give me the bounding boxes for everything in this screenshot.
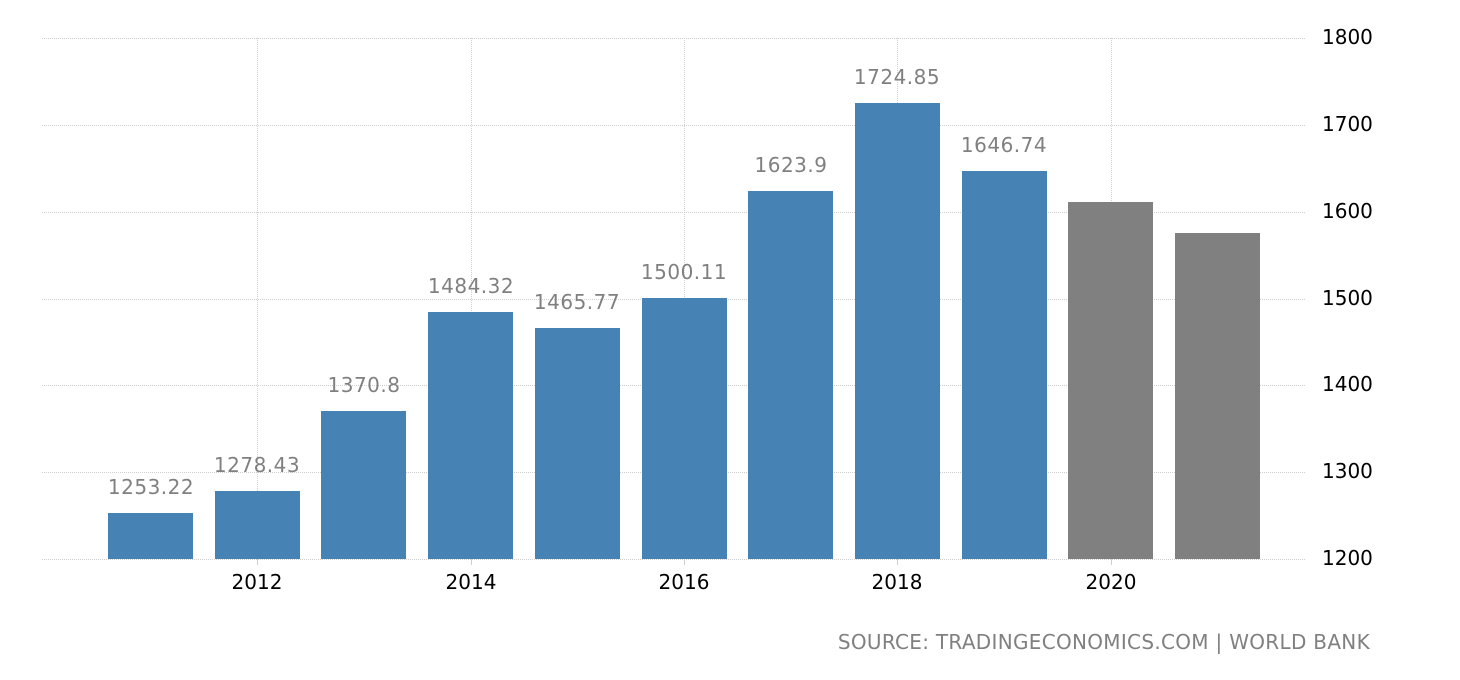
gridline-h (42, 559, 1305, 560)
bar-2011[interactable] (108, 513, 193, 559)
bar-2016[interactable] (642, 298, 727, 559)
bar-2018[interactable] (855, 103, 940, 559)
bar-2021[interactable] (1175, 233, 1260, 559)
x-tick-mark (257, 559, 258, 565)
data-label: 1500.11 (640, 260, 728, 284)
data-label: 1724.85 (853, 65, 941, 89)
gridline-h (42, 38, 1305, 39)
data-label: 1465.77 (533, 290, 621, 314)
x-tick-label: 2016 (658, 570, 710, 594)
gridline-h (42, 212, 1305, 213)
bar-2020[interactable] (1068, 202, 1153, 559)
y-tick-label: 1400 (1322, 372, 1373, 396)
x-tick-label: 2020 (1085, 570, 1137, 594)
x-tick-mark (897, 559, 898, 565)
x-tick-label: 2012 (231, 570, 283, 594)
data-label: 1278.43 (213, 453, 301, 477)
bar-2014[interactable] (428, 312, 513, 559)
x-tick-mark (1111, 559, 1112, 565)
data-label: 1370.8 (327, 373, 401, 397)
gridline-h (42, 125, 1305, 126)
source-note: SOURCE: TRADINGECONOMICS.COM | WORLD BAN… (837, 630, 1370, 654)
x-tick-mark (471, 559, 472, 565)
gridline-v (471, 38, 472, 559)
data-label: 1484.32 (427, 274, 515, 298)
y-tick-label: 1700 (1322, 112, 1373, 136)
y-tick-label: 1500 (1322, 286, 1373, 310)
bar-2015[interactable] (535, 328, 620, 559)
y-tick-label: 1800 (1322, 25, 1373, 49)
data-label: 1623.9 (754, 153, 828, 177)
x-tick-mark (684, 559, 685, 565)
bar-2017[interactable] (748, 191, 833, 559)
y-tick-label: 1200 (1322, 546, 1373, 570)
x-tick-label: 2018 (871, 570, 923, 594)
bar-2013[interactable] (321, 411, 406, 559)
bar-2019[interactable] (962, 171, 1047, 559)
data-label: 1253.22 (107, 475, 195, 499)
y-tick-label: 1600 (1322, 199, 1373, 223)
bar-2012[interactable] (215, 491, 300, 559)
y-tick-label: 1300 (1322, 459, 1373, 483)
x-tick-label: 2014 (445, 570, 497, 594)
data-label: 1646.74 (960, 133, 1048, 157)
gridline-v (257, 38, 258, 559)
